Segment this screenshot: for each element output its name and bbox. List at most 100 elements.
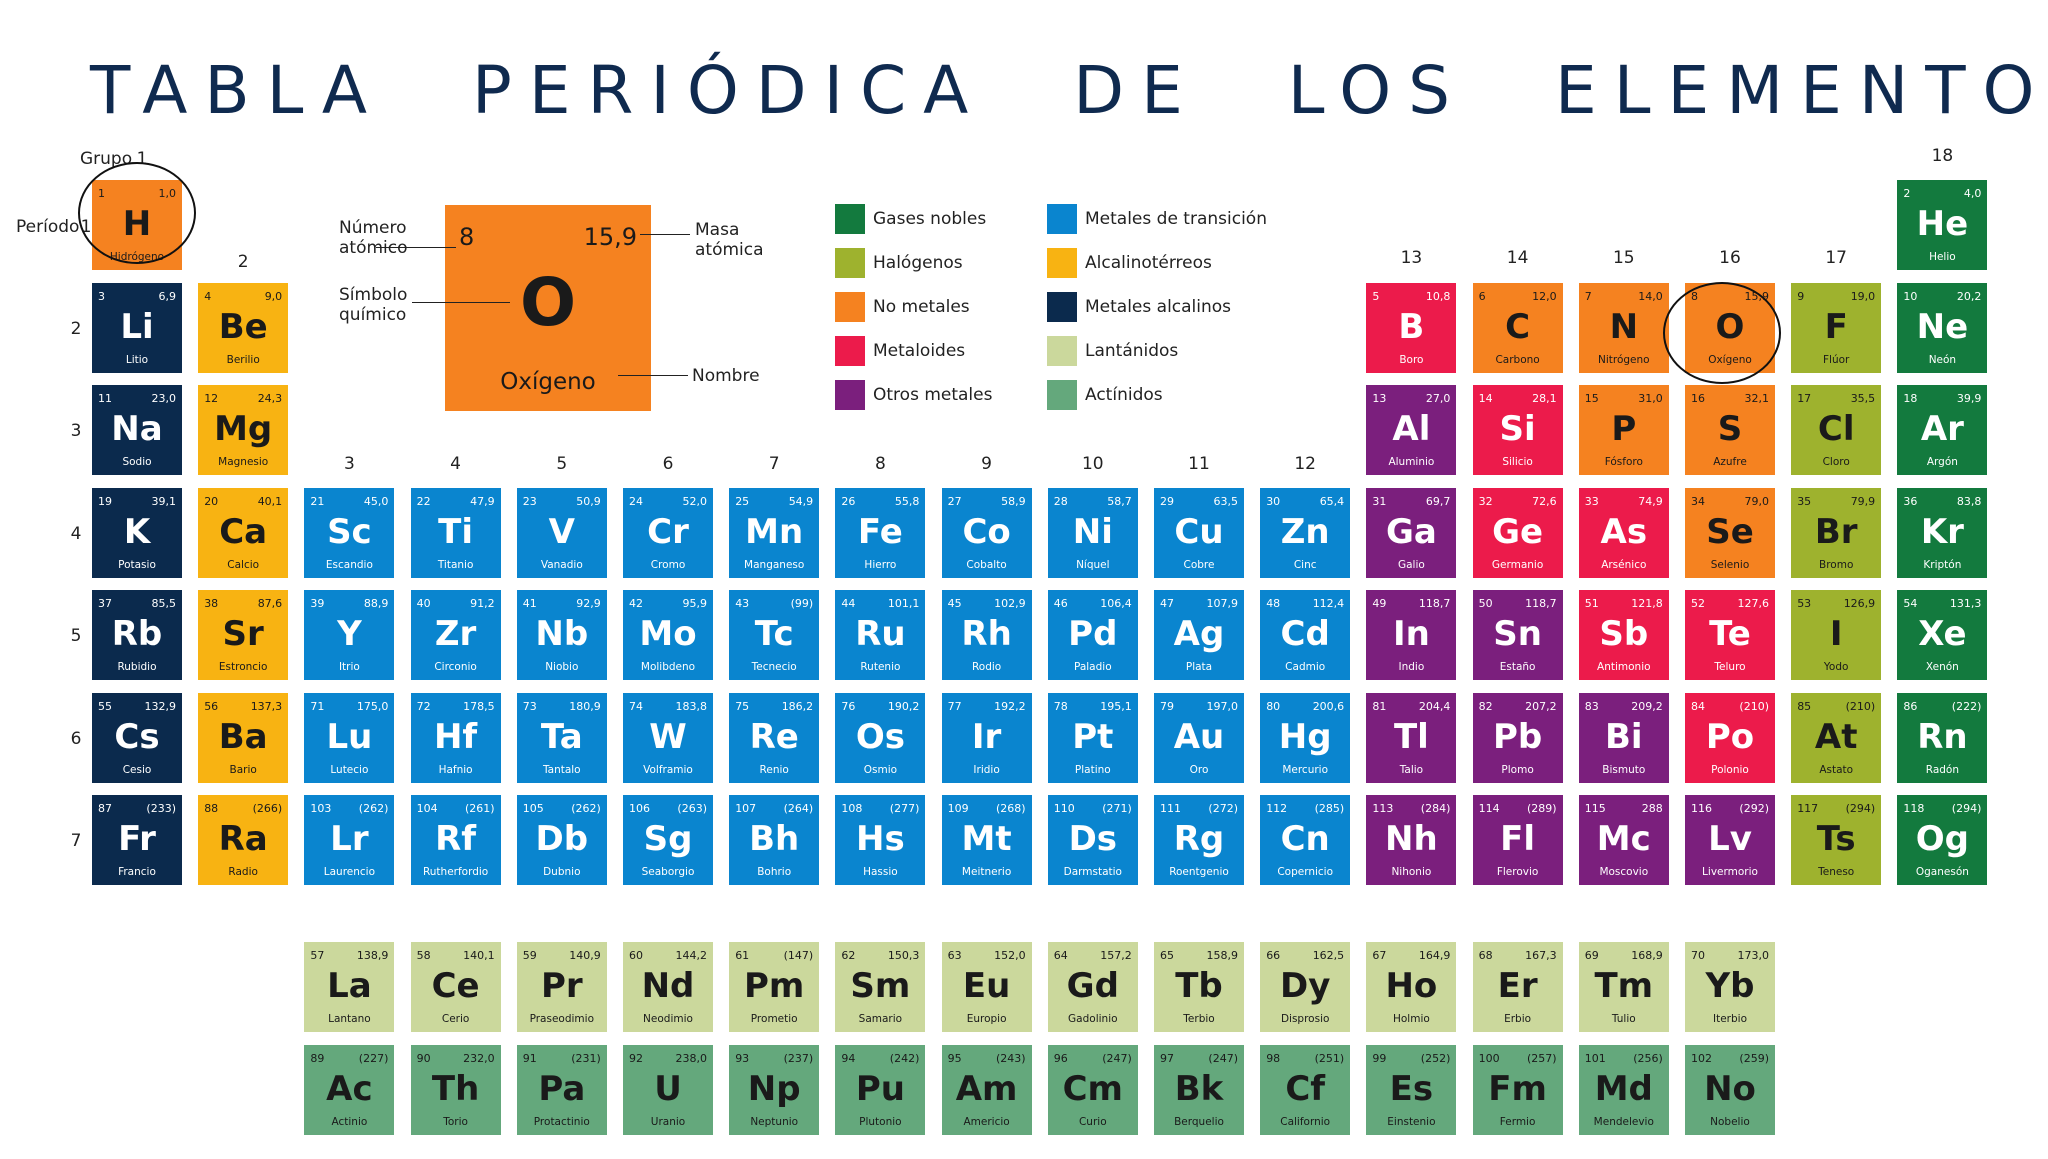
- element-mass: 126,9: [1843, 597, 1876, 610]
- legend-swatch: [1047, 248, 1077, 278]
- element-name: Boro: [1399, 353, 1424, 366]
- element-symbol: Dy: [1279, 966, 1331, 1006]
- element-cell-ts: 117 (294) Ts Teneso: [1791, 795, 1882, 885]
- element-mass: (272): [1208, 802, 1238, 815]
- element-symbol: Og: [1915, 819, 1970, 859]
- element-mass: 27,0: [1425, 392, 1451, 405]
- key-atomic-mass: 15,9: [583, 223, 637, 251]
- element-symbol: Lv: [1708, 819, 1752, 859]
- element-number: 113: [1372, 802, 1394, 815]
- element-number: 23: [522, 494, 537, 508]
- element-cell-pb: 82 207,2 Pb Plomo: [1472, 692, 1563, 783]
- element-name: Bohrio: [757, 866, 792, 878]
- element-number: 72: [416, 699, 431, 713]
- element-symbol: Cs: [114, 716, 160, 757]
- element-name: Americio: [963, 1116, 1010, 1128]
- element-cell-rh: 45 102,9 Rh Rodio: [941, 590, 1032, 680]
- element-mass: 39,1: [151, 494, 177, 508]
- element-number: 76: [841, 699, 856, 713]
- element-cell-tm: 69 168,9 Tm Tulio: [1578, 942, 1669, 1032]
- element-number: 118: [1903, 802, 1925, 815]
- element-number: 9: [1797, 289, 1805, 303]
- element-name: Uranio: [650, 1116, 686, 1128]
- element-name: Neón: [1928, 353, 1957, 366]
- element-number: 66: [1266, 949, 1281, 962]
- element-cell-kr: 36 83,8 Kr Kriptón: [1897, 487, 1988, 578]
- element-cell-zr: 40 91,2 Zr Circonio: [410, 590, 501, 680]
- element-cell-pa: 91 (231) Pa Protactinio: [516, 1045, 607, 1135]
- element-number: 91: [522, 1052, 537, 1065]
- element-cell-ne: 10 20,2 Ne Neón: [1897, 282, 1988, 373]
- element-number: 40: [416, 597, 431, 610]
- element-mass: 83,8: [1956, 494, 1982, 508]
- element-mass: 69,7: [1425, 494, 1451, 508]
- element-mass: 92,9: [576, 597, 601, 610]
- element-name: Praseodimio: [529, 1013, 594, 1025]
- element-number: 44: [841, 597, 856, 610]
- legend-swatch: [835, 248, 865, 278]
- element-mass: 63,5: [1213, 494, 1239, 508]
- element-cell-k: 19 39,1 K Potasio: [92, 487, 182, 578]
- element-mass: 204,4: [1418, 699, 1451, 713]
- element-number: 22: [416, 494, 431, 508]
- period-number-6: 6: [70, 728, 82, 749]
- element-number: 93: [735, 1052, 750, 1065]
- element-mass: (231): [571, 1052, 601, 1065]
- element-name: Cobalto: [966, 558, 1007, 571]
- element-number: 21: [310, 494, 325, 508]
- element-name: Carbono: [1495, 353, 1540, 366]
- element-name: Niobio: [545, 661, 579, 673]
- element-mass: 200,6: [1312, 699, 1345, 713]
- element-symbol: Pm: [744, 966, 805, 1006]
- element-symbol: Y: [337, 614, 362, 654]
- element-name: Paladio: [1073, 661, 1112, 673]
- element-symbol: Zr: [434, 614, 477, 654]
- element-symbol: No: [1704, 1069, 1756, 1109]
- element-mass: (247): [1208, 1052, 1238, 1065]
- element-mass: 4,0: [1963, 187, 1982, 200]
- element-mass: (237): [783, 1052, 814, 1065]
- element-symbol: Tm: [1594, 966, 1654, 1006]
- element-number: 56: [204, 699, 219, 713]
- element-mass: 118,7: [1525, 597, 1557, 610]
- element-mass: 40,1: [257, 494, 283, 508]
- element-mass: 152,0: [994, 949, 1026, 962]
- element-number: 105: [522, 802, 544, 815]
- element-symbol: Pb: [1492, 716, 1543, 757]
- element-symbol: V: [548, 511, 575, 552]
- element-number: 100: [1478, 1052, 1500, 1065]
- element-mass: (247): [1102, 1052, 1132, 1065]
- element-mass: 101,1: [887, 597, 920, 610]
- element-cell-rb: 37 85,5 Rb Rubidio: [92, 590, 182, 680]
- element-mass: (210): [1739, 699, 1769, 713]
- element-number: 41: [522, 597, 537, 610]
- element-mass: 137,3: [250, 699, 283, 713]
- element-symbol: Nd: [641, 966, 695, 1006]
- element-number: 97: [1160, 1052, 1174, 1065]
- element-symbol: Co: [962, 511, 1011, 552]
- element-symbol: Bi: [1605, 716, 1643, 757]
- element-mass: 167,3: [1525, 949, 1557, 962]
- element-name: Cromo: [650, 558, 686, 571]
- element-cell-nb: 41 92,9 Nb Niobio: [516, 590, 607, 680]
- element-cell-cs: 55 132,9 Cs Cesio: [92, 692, 182, 783]
- element-mass: 164,9: [1418, 949, 1451, 962]
- element-name: Rodio: [971, 661, 1002, 673]
- element-cell-re: 75 186,2 Re Renio: [729, 692, 820, 783]
- element-number: 107: [735, 802, 757, 815]
- element-number: 95: [947, 1052, 962, 1065]
- element-number: 52: [1691, 597, 1705, 610]
- element-symbol: Mc: [1596, 819, 1651, 859]
- element-symbol: I: [1829, 614, 1843, 654]
- element-name: Tecnecio: [751, 661, 797, 673]
- element-name: Copernicio: [1277, 866, 1334, 878]
- element-symbol: La: [327, 966, 372, 1006]
- element-mass: 24,3: [257, 392, 283, 405]
- element-cell-he: 2 4,0 He Helio: [1897, 180, 1988, 270]
- element-name: Magnesio: [218, 456, 269, 468]
- element-name: Francio: [118, 866, 156, 878]
- element-name: Oro: [1189, 763, 1209, 776]
- element-number: 51: [1584, 597, 1599, 610]
- legend-swatch: [835, 204, 865, 234]
- element-mass: (289): [1527, 802, 1557, 815]
